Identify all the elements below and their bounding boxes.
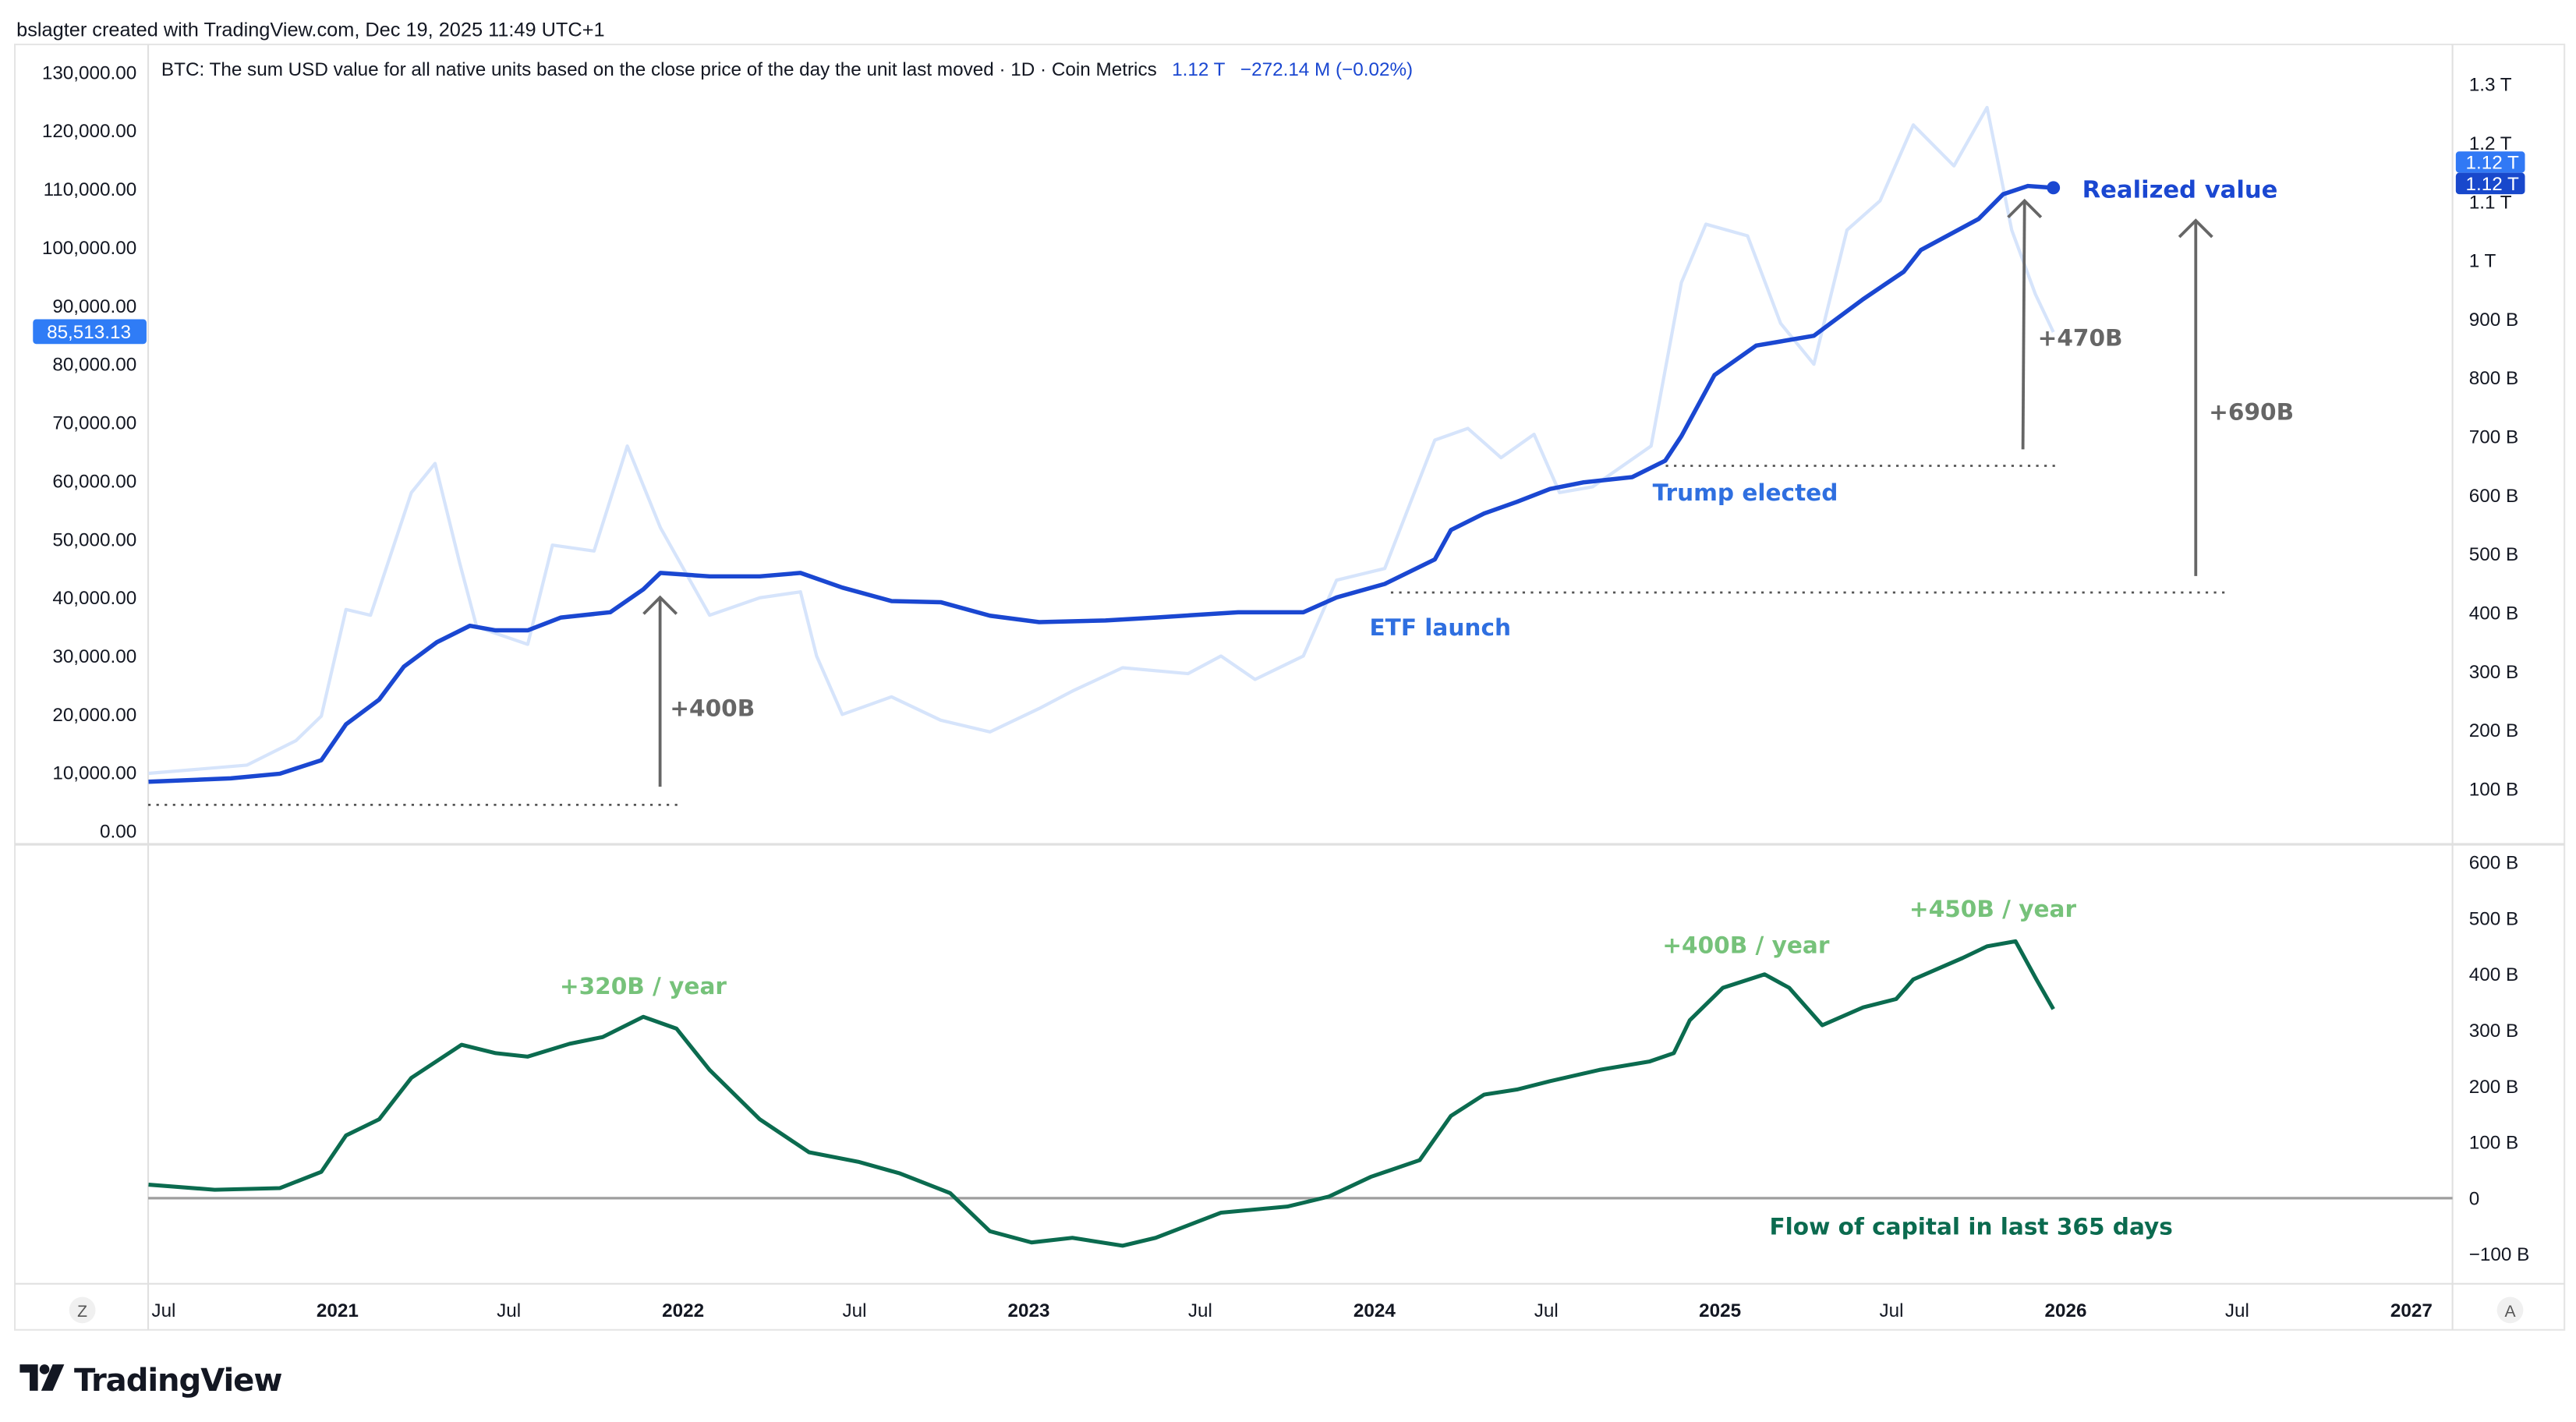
btc-price-line: [148, 105, 2055, 776]
left-axis-tick: 100,000.00: [42, 238, 136, 259]
arrow-up-icon: [642, 595, 678, 787]
log-scale-button[interactable]: Z: [69, 1296, 96, 1324]
left-axis-tick: 120,000.00: [42, 121, 136, 142]
left-axis-tick: 90,000.00: [52, 296, 136, 317]
lower-axis-tick: 600 B: [2469, 853, 2518, 874]
lower-axis-tick: 300 B: [2469, 1021, 2518, 1042]
left-axis-tick: 0.00: [100, 822, 136, 843]
time-axis-tick: Jul: [497, 1300, 521, 1321]
time-axis-tick: Jul: [1188, 1300, 1212, 1321]
auto-scale-button[interactable]: A: [2496, 1296, 2524, 1324]
annotation-rate-320: +320B / year: [560, 973, 727, 999]
left-axis-tick: 50,000.00: [52, 529, 136, 550]
auto-scale-button-label: A: [2504, 1303, 2516, 1321]
right-axis-tick: 300 B: [2469, 662, 2518, 683]
left-axis-tick: 10,000.00: [52, 763, 136, 784]
value-label-dark: 1.12 T: [2466, 174, 2520, 195]
legend: BTC: The sum USD value for all native un…: [161, 59, 1413, 80]
time-axis-tick: 2025: [1699, 1300, 1741, 1321]
log-scale-button-label: Z: [77, 1303, 87, 1321]
time-axis[interactable]: Jul 2021 Jul 2022 Jul 2023 Jul 2024 Jul 2025 Jul 20…: [151, 1300, 2432, 1321]
annotation-plus400: +400B: [670, 695, 755, 721]
annotation-trump-elected: Trump elected: [1653, 479, 1838, 506]
annotation-flow-label: Flow of capital in last 365 days: [1770, 1213, 2173, 1240]
right-axis-tick: 900 B: [2469, 310, 2518, 331]
current-price-label: 85,513.13: [33, 319, 147, 345]
legend-value: 1.12 T: [1172, 59, 1226, 80]
right-axis-tick: 1.2 T: [2469, 133, 2512, 154]
time-axis-tick: 2026: [2045, 1300, 2087, 1321]
time-axis-tick: 2022: [662, 1300, 704, 1321]
tradingview-logo-icon: [19, 1364, 65, 1391]
time-axis-tick: 2024: [1353, 1300, 1396, 1321]
right-axis-tick: 700 B: [2469, 427, 2518, 448]
lower-axis-tick: 200 B: [2469, 1077, 2518, 1098]
time-axis-tick: Jul: [1534, 1300, 1559, 1321]
time-axis-tick: 2027: [2390, 1300, 2433, 1321]
tradingview-logo[interactable]: TradingView: [19, 1363, 282, 1399]
right-axis-tick: 500 B: [2469, 544, 2518, 565]
right-value-axis[interactable]: 100 B 200 B 300 B 400 B 500 B 600 B 700 B 800 B…: [2469, 75, 2518, 801]
right-axis-tick: 1.3 T: [2469, 75, 2512, 96]
left-axis-tick: 20,000.00: [52, 705, 136, 726]
right-axis-tick: 1.1 T: [2469, 192, 2512, 213]
annotation-etf-launch: ETF launch: [1370, 614, 1512, 641]
left-axis-tick: 30,000.00: [52, 646, 136, 667]
right-axis-tick: 400 B: [2469, 603, 2518, 624]
right-axis-tick: 600 B: [2469, 486, 2518, 507]
annotation-rate-400: +400B / year: [1662, 932, 1830, 958]
annotation-plus690: +690B: [2209, 398, 2294, 425]
annotation-plus470: +470B: [2038, 324, 2123, 351]
tradingview-logo-text: TradingView: [74, 1363, 281, 1399]
time-axis-tick: Jul: [842, 1300, 866, 1321]
capital-flow-line: [148, 939, 2055, 1248]
time-axis-tick: 2021: [317, 1300, 359, 1321]
time-axis-tick: 2023: [1008, 1300, 1050, 1321]
left-axis-tick: 130,000.00: [42, 62, 136, 83]
chart-frame: [13, 43, 2566, 1331]
left-price-axis[interactable]: 0.00 10,000.00 20,000.00 30,000.00 40,000.00…: [42, 62, 136, 842]
left-axis-tick: 60,000.00: [52, 471, 136, 492]
right-axis-tick: 200 B: [2469, 720, 2518, 741]
left-axis-tick: 80,000.00: [52, 355, 136, 376]
left-axis-tick: 70,000.00: [52, 413, 136, 434]
lower-axis-tick: 100 B: [2469, 1133, 2518, 1154]
legend-title: BTC: The sum USD value for all native un…: [161, 59, 1157, 80]
arrow-up-icon: [2007, 198, 2043, 450]
lower-axis-tick: 500 B: [2469, 908, 2518, 929]
value-label-light: 1.12 T: [2466, 152, 2520, 173]
realized-value-endpoint: [2047, 181, 2061, 195]
right-axis-tick: 800 B: [2469, 368, 2518, 389]
lower-value-axis[interactable]: −100 B 0 100 B 200 B 300 B 400 B 500 B 600 B: [2469, 853, 2530, 1265]
arrow-up-icon: [2178, 218, 2213, 576]
header-credit: bslagter created with TradingView.com, D…: [16, 19, 604, 41]
time-axis-tick: Jul: [151, 1300, 175, 1321]
left-axis-tick: 40,000.00: [52, 588, 136, 609]
time-axis-tick: Jul: [2225, 1300, 2249, 1321]
right-axis-tick: 100 B: [2469, 779, 2518, 800]
right-axis-tick: 1 T: [2469, 251, 2496, 272]
legend-change: −272.14 M (−0.02%): [1240, 59, 1413, 80]
time-axis-tick: Jul: [1879, 1300, 1903, 1321]
annotation-rate-450: +450B / year: [1909, 896, 2077, 922]
left-axis-tick: 110,000.00: [44, 179, 137, 200]
lower-axis-tick: 0: [2469, 1188, 2480, 1209]
lower-axis-tick: 400 B: [2469, 964, 2518, 985]
annotation-realized-value: Realized value: [2082, 176, 2278, 203]
lower-axis-tick: −100 B: [2469, 1244, 2530, 1265]
current-price-text: 85,513.13: [47, 322, 131, 343]
current-value-labels: 1.12 T 1.12 T: [2455, 151, 2525, 195]
realized-value-line: [148, 183, 2054, 784]
